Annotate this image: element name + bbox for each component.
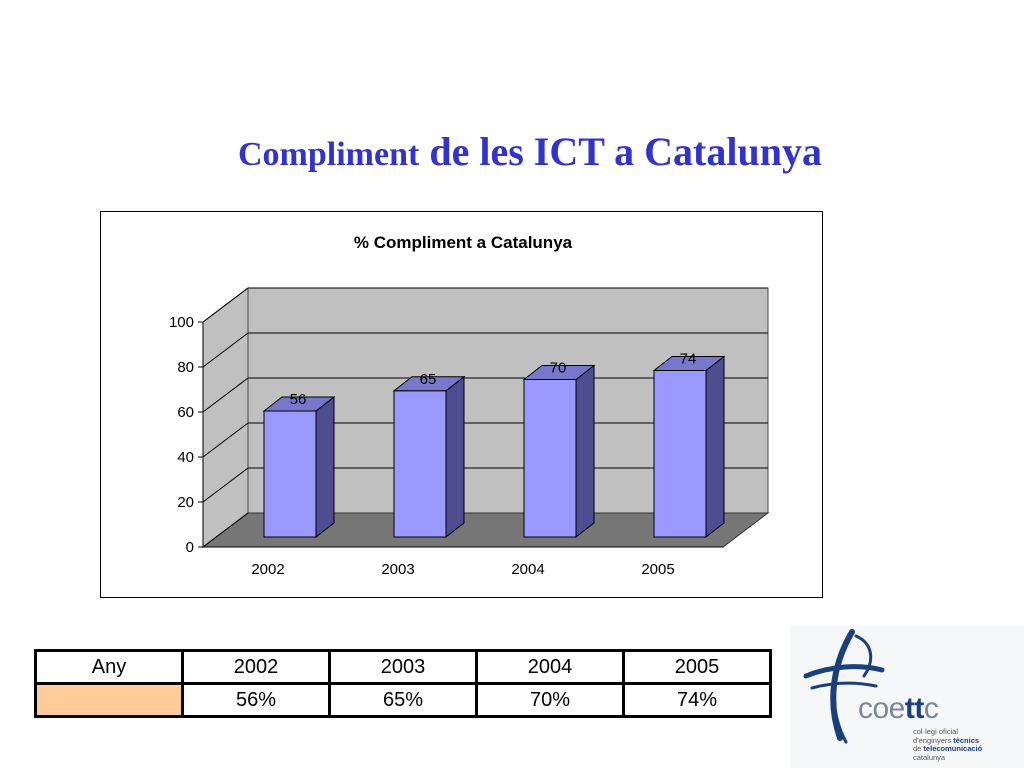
- chart-side-wall: [202, 286, 249, 549]
- bar-chart: 0 20 40 60 80 100 % Compliment a Catalunya 56 20…: [169, 233, 770, 578]
- series-color-swatch: [34, 682, 184, 718]
- bar-front: [523, 379, 577, 538]
- bar-top: [652, 356, 726, 371]
- table-header-cell: 2002: [181, 649, 331, 685]
- logo-word-light: coe: [858, 692, 905, 725]
- logo-tagline: col·legi oficial d'enginyers tècnics de …: [913, 727, 983, 762]
- data-table: Any 2002 2003 2004 2005 56% 65% 70% 74%: [34, 649, 772, 718]
- table-cell: 65%: [328, 682, 478, 718]
- table-cell: 74%: [622, 682, 772, 718]
- chart-title: % Compliment a Catalunya: [354, 233, 573, 252]
- bar-side: [575, 364, 595, 539]
- gridline-diagonal: [202, 467, 249, 503]
- y-tick-label: 60: [177, 404, 194, 421]
- gridline-diagonal: [202, 287, 249, 323]
- data-label: 65: [420, 371, 437, 388]
- y-tick-label: 100: [169, 314, 194, 331]
- table-header-cell: Any: [34, 649, 184, 685]
- gridline-diagonal: [202, 377, 249, 413]
- table-header-row: Any 2002 2003 2004 2005: [34, 649, 772, 685]
- table-row: 56% 65% 70% 74%: [34, 682, 772, 718]
- logo-wordmark: coettc: [858, 692, 939, 726]
- logo-line2: d'enginyers tècnics: [913, 735, 980, 745]
- bar-top: [522, 365, 596, 380]
- bar-side: [445, 375, 465, 539]
- logo-line1: col·legi oficial: [913, 727, 959, 736]
- bar-side: [705, 355, 725, 539]
- table-header-cell: 2003: [328, 649, 478, 685]
- slide-title-part1: Compliment: [238, 136, 420, 173]
- x-tick-label: 2005: [641, 561, 674, 578]
- bar-front: [393, 390, 447, 538]
- gridline-diagonal: [202, 422, 249, 458]
- table-cell: 56%: [181, 682, 331, 718]
- logo-word-bold: tt: [904, 692, 924, 725]
- coettc-logo: [790, 626, 1024, 768]
- table-cell: 70%: [475, 682, 625, 718]
- logo-word-end: c: [923, 692, 939, 725]
- bar-side: [315, 395, 335, 539]
- data-label: 70: [550, 360, 567, 377]
- chart-frame: 0 20 40 60 80 100 % Compliment a Catalunya 56 20…: [100, 211, 823, 598]
- table-header-cell: 2004: [475, 649, 625, 685]
- slide-title: Compliment de les ICT a Catalunya: [0, 128, 1024, 175]
- y-tick-label: 20: [177, 494, 194, 511]
- logo-line3: de telecomunicació: [913, 744, 983, 753]
- bar-front: [263, 410, 317, 538]
- gridline-diagonal: [202, 512, 249, 548]
- x-tick-label: 2003: [381, 561, 414, 578]
- data-label: 74: [680, 351, 697, 368]
- x-tick-label: 2004: [511, 561, 544, 578]
- bar-top: [262, 396, 336, 412]
- table-header-cell: 2005: [622, 649, 772, 685]
- data-label: 56: [290, 391, 307, 408]
- logo-line4: catalunya: [913, 752, 946, 762]
- bar-top: [392, 376, 466, 392]
- y-tick-label: 40: [177, 449, 194, 466]
- slide-title-part2: de les ICT a Catalunya: [419, 129, 822, 174]
- y-tick-label: 0: [186, 539, 194, 556]
- bar-front: [653, 370, 707, 538]
- logo-mark-icon: [803, 629, 885, 744]
- gridline-diagonal: [202, 332, 249, 368]
- x-tick-label: 2002: [251, 561, 284, 578]
- y-tick-label: 80: [177, 359, 194, 376]
